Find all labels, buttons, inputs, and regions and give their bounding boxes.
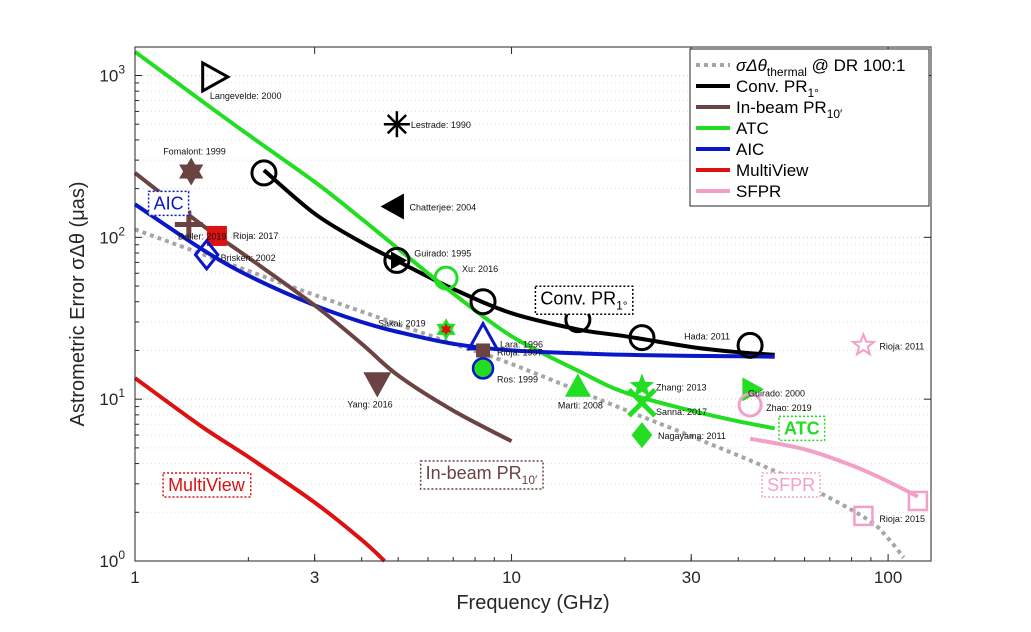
svg-text:In-beam PR10′: In-beam PR10′ <box>736 98 843 121</box>
series-line-thermal <box>134 227 906 559</box>
marker-sanna-2017 <box>627 388 657 418</box>
marker-rioja-1997 <box>476 343 491 358</box>
x-tick-label: 3 <box>310 568 319 587</box>
series-line-multiview <box>133 376 386 563</box>
x-tick-label: 10 <box>502 568 521 587</box>
annotation-langevelde-2000: Langevelde: 2000 <box>210 91 282 101</box>
marker-ros-1999 <box>471 357 495 380</box>
annotation-lestrade-1990: Lestrade: 1990 <box>411 120 471 130</box>
y-axis-label: Astrometric Error σΔθ (μas) <box>67 181 89 426</box>
svg-text:In-beam PR10′: In-beam PR10′ <box>426 463 538 487</box>
x-tick-label: 100 <box>874 568 902 587</box>
marker-guirado-1995 <box>390 251 408 270</box>
y-tick-label: 102 <box>99 224 125 247</box>
legend-entry-atc: ATC <box>696 119 769 138</box>
annotation-fomalont-1999: Fomalont: 1999 <box>163 147 226 157</box>
y-tick-label: 100 <box>99 548 125 571</box>
x-tick-label: 1 <box>130 568 139 587</box>
annotation-sakai-2019: Sakai: 2019 <box>378 318 426 328</box>
svg-text:Conv. PR1°: Conv. PR1° <box>736 77 819 100</box>
box-label-inbeam: In-beam PR10′ <box>419 460 544 490</box>
annotation-rioja-2017: Rioja: 2017 <box>233 231 279 241</box>
svg-text:ATC: ATC <box>736 119 769 138</box>
series-line-aic <box>133 202 775 359</box>
svg-text:MultiView: MultiView <box>168 475 246 495</box>
annotation-sanna-2017: Sanna: 2017 <box>656 407 707 417</box>
annotation-xu-2016: Xu: 2016 <box>462 264 498 274</box>
marker-lestrade-1990 <box>383 111 410 138</box>
annotation-hada-2011: Hada: 2011 <box>684 331 730 341</box>
annotation-guirado-1995: Guirado: 1995 <box>414 248 471 258</box>
svg-text:MultiView: MultiView <box>736 161 809 180</box>
legend-entry-thermal: σΔθthermal @ DR 100:1 <box>696 56 905 79</box>
marker-sakai-2019 <box>436 318 456 341</box>
svg-text:SFPR: SFPR <box>736 182 781 201</box>
annotation-zhang-2013: Zhang: 2013 <box>656 382 707 392</box>
legend-entry-inbeam: In-beam PR10′ <box>696 98 843 121</box>
annotation-nagayama-2011: Nagayama: 2011 <box>658 431 726 441</box>
series-line-conv <box>262 168 775 357</box>
annotation-rioja-2011: Rioja: 2011 <box>879 341 924 351</box>
annotation-lara-1996: Lara: 1996 <box>500 340 543 350</box>
plot-frame <box>134 46 932 562</box>
marker-rioja-2011 <box>850 331 877 357</box>
annotation-marti-2008: Marti: 2008 <box>558 400 603 410</box>
marker-extra-5 <box>736 331 764 359</box>
box-label-multiview: MultiView <box>162 472 252 498</box>
marker-xu-2016 <box>433 265 459 291</box>
annotation-zhao-2019: Zhao: 2019 <box>766 403 812 413</box>
marker-yang-2016 <box>363 372 392 398</box>
marker-chatterjee-2004 <box>380 193 404 220</box>
box-label-conv: Conv. PR1° <box>534 285 634 316</box>
axes: 1 3 10 30 100 100 101 102 103 <box>99 47 931 587</box>
legend-entry-aic: AIC <box>696 140 764 159</box>
svg-text:AIC: AIC <box>154 193 184 213</box>
annotation-rioja-2015: Rioja: 2015 <box>879 514 925 524</box>
svg-text:σΔθthermal @ DR 100:1: σΔθthermal @ DR 100:1 <box>736 56 905 79</box>
box-label-sfpr: SFPR <box>761 472 821 498</box>
annotation-ros-1999: Ros: 1999 <box>497 374 538 384</box>
data-markers <box>174 60 929 527</box>
legend-entry-sfpr: SFPR <box>696 182 781 201</box>
svg-text:SFPR: SFPR <box>767 475 815 495</box>
marker-fomalont-1999 <box>179 157 204 186</box>
marker-langevelde-2000 <box>201 60 231 94</box>
series-line-atc <box>133 50 776 431</box>
box-label-aic: AIC <box>147 190 190 217</box>
marker-zhao-2019 <box>737 392 763 418</box>
annotation-rioja-1997: Rioja: 1997 <box>497 347 543 357</box>
legend-entry-multiview: MultiView <box>696 161 809 180</box>
marker-extra-1 <box>383 246 411 274</box>
x-axis-label: Frequency (GHz) <box>456 592 609 614</box>
curve-box-labels: AIC Conv. PR1° ATC In-beam PR10′ MultiView SF… <box>147 190 826 498</box>
marker-rioja-2015 <box>853 505 874 527</box>
annotation-chatterjee-2004: Chatterjee: 2004 <box>410 203 477 213</box>
marker-zhang-2013 <box>629 373 655 397</box>
marker-marti-2008 <box>564 373 591 397</box>
y-tick-label: 101 <box>99 386 125 409</box>
marker-extra-2 <box>469 288 497 316</box>
box-label-atc: ATC <box>778 415 826 442</box>
marker-deller-2019 <box>174 210 203 239</box>
x-tick-label: 30 <box>682 568 701 587</box>
annotation-deller-2019: Deller: 2019 <box>178 232 227 242</box>
marker-brisken-2002 <box>193 238 220 272</box>
annotation-brisken-2002: Brisken: 2002 <box>221 253 276 263</box>
marker-nagayama-2011 <box>631 422 653 449</box>
point-annotations: Langevelde: 2000 Lestrade: 1990 Fomalont: … <box>163 91 925 524</box>
marker-extra-6 <box>907 490 929 512</box>
svg-text:Conv. PR1°: Conv. PR1° <box>540 288 627 312</box>
annotation-guirado-2000: Guirado: 2000 <box>748 388 805 398</box>
marker-extra-4 <box>628 324 656 352</box>
annotation-yang-2016: Yang: 2016 <box>347 399 392 409</box>
series-line-sfpr <box>749 436 919 499</box>
svg-text:ATC: ATC <box>784 418 820 438</box>
marker-rioja-2017 <box>206 225 227 246</box>
legend-entry-conv: Conv. PR1° <box>696 77 819 100</box>
svg-text:AIC: AIC <box>736 140 764 159</box>
marker-extra-0 <box>250 159 278 187</box>
y-tick-label: 103 <box>99 62 125 85</box>
